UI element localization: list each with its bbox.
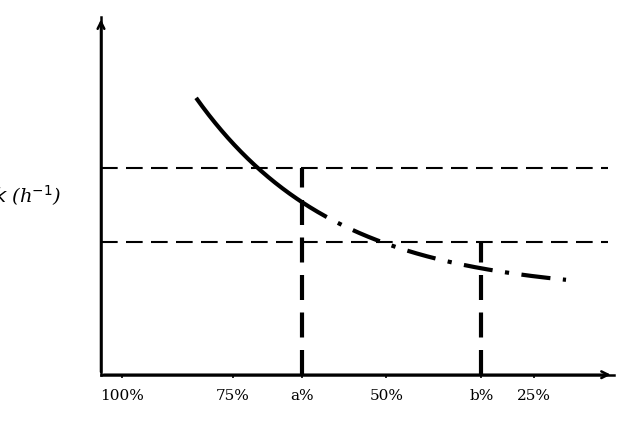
Text: $k$ (h$^{-1}$): $k$ (h$^{-1}$) [0,183,61,208]
Text: a%: a% [290,390,314,403]
Text: 75%: 75% [216,390,250,403]
Text: 100%: 100% [100,390,144,403]
Text: 50%: 50% [369,390,403,403]
Text: b%: b% [470,390,494,403]
Text: 25%: 25% [517,390,551,403]
